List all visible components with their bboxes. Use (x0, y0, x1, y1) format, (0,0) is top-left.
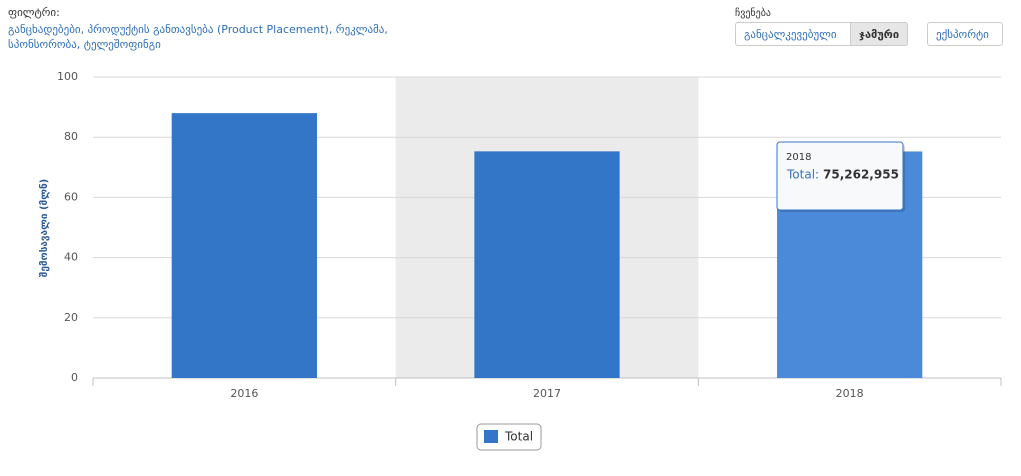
y-axis-title: შემოსავალი (მლნ) (38, 179, 50, 277)
legend-label: Total (504, 430, 533, 444)
export-button[interactable]: ექსპორტი (927, 22, 1003, 46)
x-tick-label: 2018 (836, 387, 864, 400)
bar (171, 113, 317, 379)
x-tick-label: 2017 (533, 387, 561, 400)
legend-swatch (484, 430, 498, 443)
view-button-active[interactable]: ჯამური (850, 22, 908, 46)
y-tick-label: 60 (64, 190, 78, 203)
tooltip-label: Total: (786, 168, 819, 182)
y-tick-label: 80 (64, 130, 78, 143)
tooltip-box (776, 141, 904, 211)
y-tick-label: 20 (64, 311, 78, 324)
x-tick-label: 2016 (230, 387, 258, 400)
tooltip-title: 2018 (786, 152, 811, 163)
bar (474, 151, 620, 378)
y-tick-label: 40 (64, 251, 78, 264)
tooltip-value: 75,262,955 (823, 168, 899, 182)
y-tick-label: 100 (57, 70, 78, 83)
y-tick-label: 0 (71, 371, 78, 384)
view-button[interactable]: განცალკევებული (735, 22, 851, 46)
filter-label: ფილტრი: (8, 6, 60, 19)
view-label: ჩვენება (735, 8, 771, 19)
filter-text: განცხადებები, პროდუქტის განთავსება (Prod… (8, 23, 388, 51)
